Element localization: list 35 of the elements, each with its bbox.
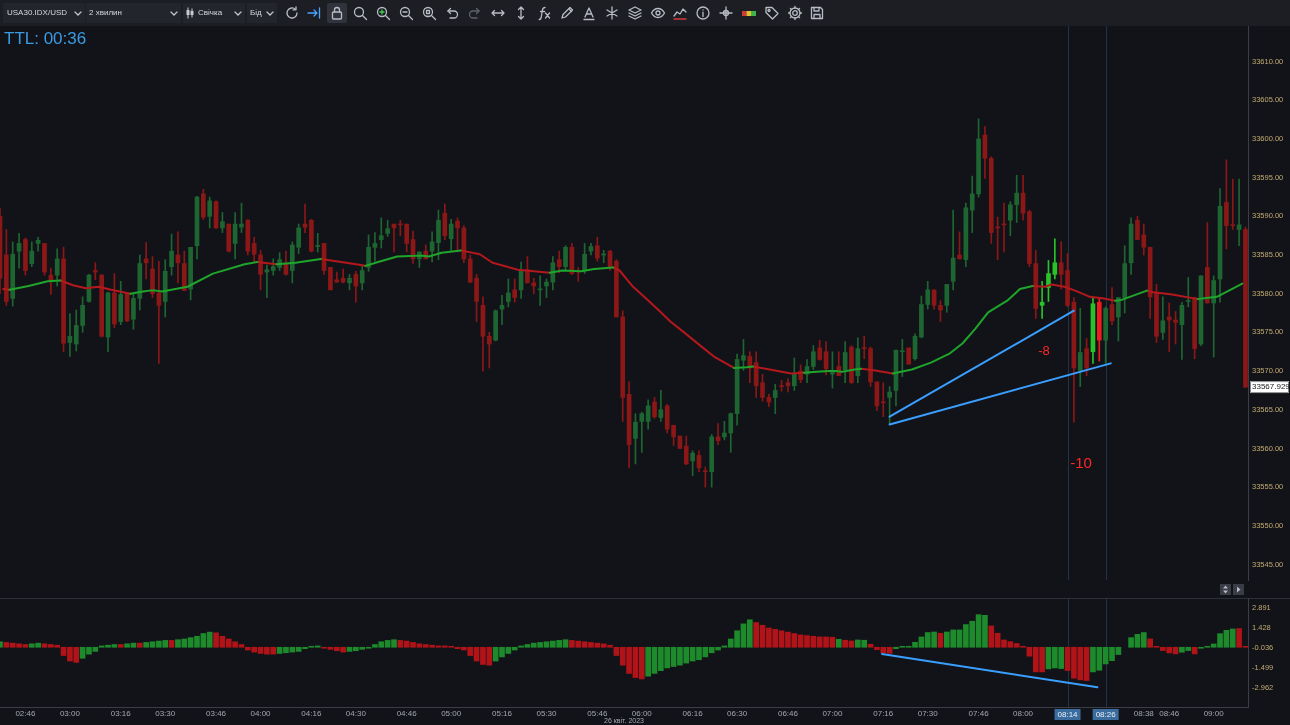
x-tick-label: 04:30 xyxy=(345,709,367,718)
x-tick-label: 04:16 xyxy=(301,709,322,718)
annotation: -8 xyxy=(1038,342,1050,358)
x-tick-label: 07:16 xyxy=(873,709,894,718)
x-tick-label: 05:46 xyxy=(587,709,608,718)
x-tick-label: 08:00 xyxy=(1013,709,1034,718)
x-tick-label: 02:46 xyxy=(15,709,36,718)
ref-line-label: 08:26 xyxy=(1095,709,1117,719)
annotation: TTL: 00:36 xyxy=(4,29,87,49)
x-tick-label: 05:16 xyxy=(491,709,513,718)
x-tick-label: 04:00 xyxy=(250,709,272,718)
chart-subtitle: 2 хвилин xyxy=(89,8,122,18)
ref-line-label: 08:14 xyxy=(1057,709,1079,719)
x-tick-label: 03:16 xyxy=(110,709,132,718)
x-tick-label: 08:38 xyxy=(1133,709,1155,718)
x-tick-label: 07:46 xyxy=(968,709,990,718)
x-tick-label: 05:00 xyxy=(441,709,462,718)
text: Бід xyxy=(250,8,262,18)
x-tick-label: 06:30 xyxy=(727,709,748,718)
chart-title: USA30.IDX/USD xyxy=(7,8,68,18)
x-tick-label: 03:30 xyxy=(155,709,176,718)
x-tick-label: 04:46 xyxy=(396,709,418,718)
x-tick-label: 08:46 xyxy=(1159,709,1180,718)
annotation: -10 xyxy=(1070,453,1092,471)
x-tick-label: 07:00 xyxy=(822,709,843,718)
x-tick-label: 06:46 xyxy=(777,709,799,718)
x-tick-label: 03:00 xyxy=(59,709,81,718)
x-tick-label: 07:30 xyxy=(917,709,939,718)
x-tick-label: 06:16 xyxy=(682,709,704,718)
x-tick-label: 03:46 xyxy=(206,709,227,718)
x-tick-label: 06:00 xyxy=(631,709,653,718)
text: Свічка xyxy=(198,8,223,18)
x-tick-label: 05:30 xyxy=(536,709,558,718)
x-tick-label: 09:00 xyxy=(1203,709,1225,718)
annotation: 33567.929 xyxy=(1252,382,1290,392)
